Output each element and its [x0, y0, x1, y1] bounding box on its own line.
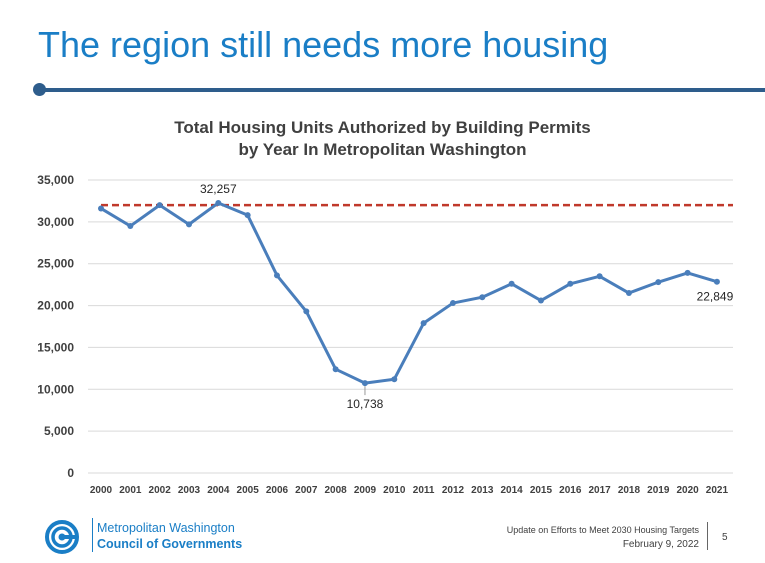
x-tick-label: 2008 [325, 485, 348, 496]
title-rule [40, 88, 765, 92]
data-point [361, 380, 368, 387]
data-point [332, 366, 339, 373]
x-tick-label: 2000 [90, 485, 113, 496]
data-point [391, 376, 398, 383]
chart-title-line1: Total Housing Units Authorized by Buildi… [174, 118, 591, 137]
x-tick-label: 2012 [442, 485, 465, 496]
cog-logo-icon [45, 520, 79, 554]
org-name-line2: Council of Governments [97, 537, 243, 551]
footer-date: February 9, 2022 [622, 539, 699, 550]
data-label: 22,849 [697, 290, 734, 304]
data-point [156, 202, 163, 209]
data-point [420, 320, 427, 327]
data-point [273, 272, 280, 279]
data-point [508, 280, 515, 287]
data-point [127, 223, 134, 230]
chart-title-line2: by Year In Metropolitan Washington [238, 140, 527, 159]
x-tick-label: 2003 [178, 485, 201, 496]
data-point [244, 212, 251, 219]
series-line [100, 201, 718, 385]
data-label: 32,257 [200, 182, 237, 196]
data-point [625, 290, 632, 297]
page-number: 5 [722, 532, 728, 543]
logo-divider [92, 518, 93, 552]
data-point [713, 278, 720, 285]
x-tick-label: 2017 [588, 485, 611, 496]
y-tick-label: 25,000 [37, 257, 74, 271]
x-tick-label: 2007 [295, 485, 318, 496]
data-point [98, 205, 104, 212]
x-tick-label: 2004 [207, 485, 230, 496]
footer-presentation-title: Update on Efforts to Meet 2030 Housing T… [506, 525, 699, 535]
y-tick-label: 30,000 [37, 215, 74, 229]
data-point [303, 308, 310, 315]
x-tick-label: 2016 [559, 485, 582, 496]
data-point [449, 300, 456, 307]
org-name-line1: Metropolitan Washington [97, 521, 235, 535]
y-tick-label: 5,000 [44, 424, 74, 438]
data-point [215, 199, 222, 206]
title-rule-dot [33, 83, 46, 96]
data-label: 10,738 [347, 397, 384, 411]
x-tick-label: 2014 [500, 485, 523, 496]
slide-title: The region still needs more housing [38, 24, 609, 65]
x-tick-label: 2013 [471, 485, 494, 496]
x-tick-label: 2020 [676, 485, 699, 496]
x-tick-label: 2010 [383, 485, 406, 496]
y-tick-label: 20,000 [37, 299, 74, 313]
data-point [655, 279, 662, 286]
x-tick-label: 2011 [413, 485, 435, 496]
data-point [684, 269, 691, 276]
data-point [596, 273, 603, 280]
y-tick-label: 35,000 [37, 173, 74, 187]
y-tick-label: 15,000 [37, 340, 74, 354]
x-tick-label: 2021 [706, 485, 729, 496]
x-tick-label: 2018 [618, 485, 641, 496]
x-tick-label: 2006 [266, 485, 289, 496]
data-point [567, 280, 574, 287]
y-tick-label: 0 [67, 466, 74, 480]
x-tick-label: 2019 [647, 485, 670, 496]
y-tick-label: 10,000 [37, 382, 74, 396]
footer-divider [707, 522, 708, 550]
x-tick-label: 2001 [119, 485, 142, 496]
x-tick-label: 2009 [354, 485, 377, 496]
data-point [479, 294, 486, 301]
x-tick-label: 2015 [530, 485, 553, 496]
x-tick-label: 2005 [237, 485, 260, 496]
data-point [185, 221, 192, 228]
x-tick-label: 2002 [149, 485, 172, 496]
data-point [537, 297, 544, 304]
